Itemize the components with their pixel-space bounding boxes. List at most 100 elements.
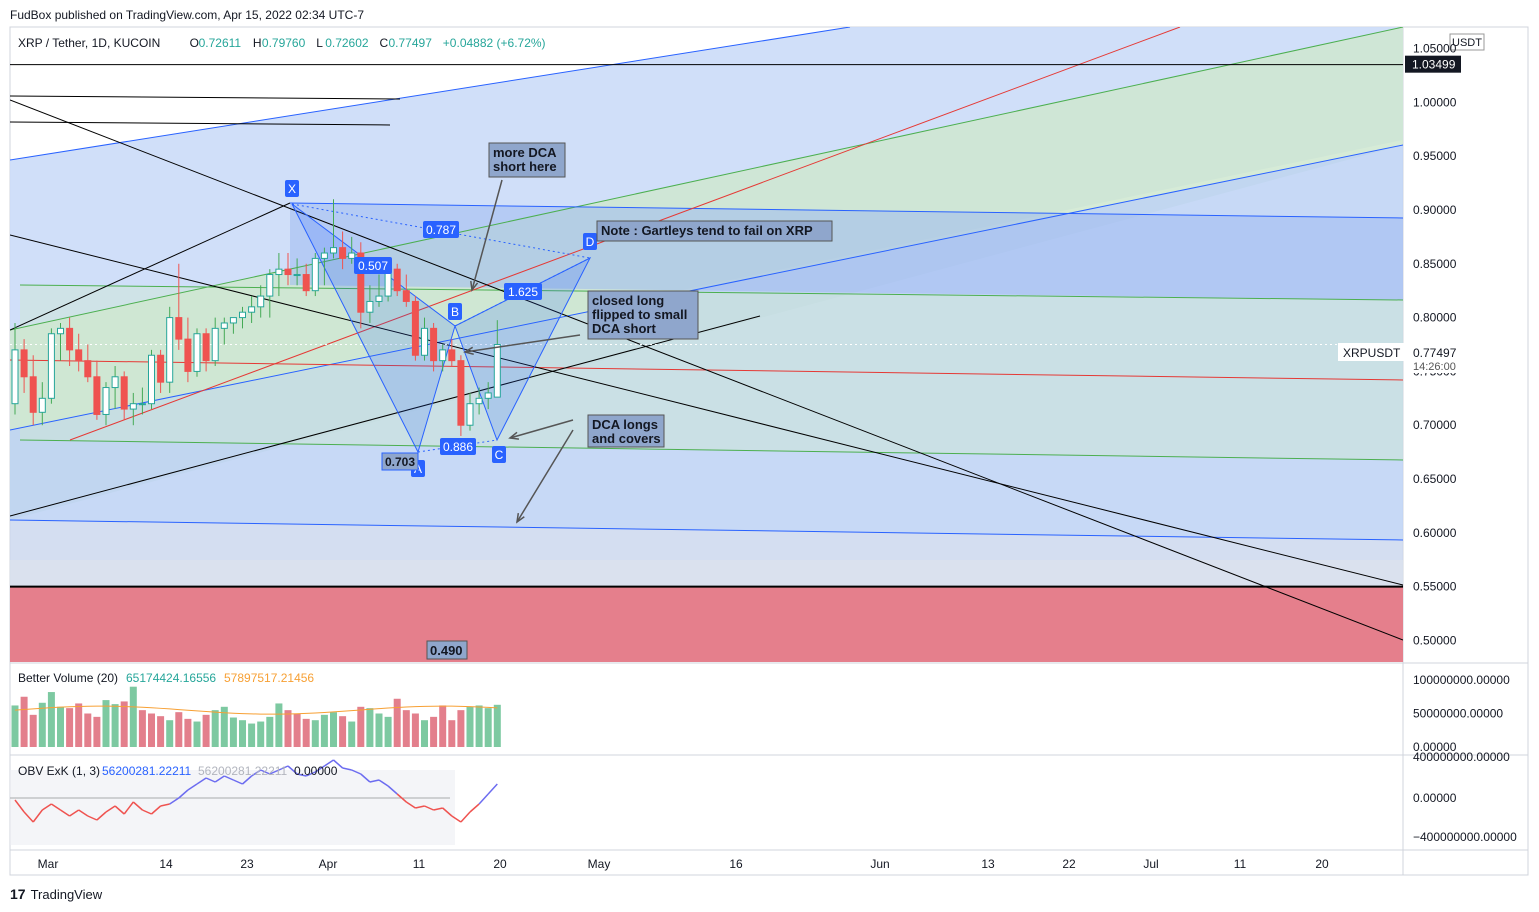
time-tick: Mar (38, 857, 59, 871)
obv-segment (451, 815, 462, 823)
candle-body (348, 252, 356, 259)
time-tick: 20 (493, 857, 507, 871)
trend-line (10, 202, 291, 331)
candle-body (66, 327, 74, 351)
obv-segment (387, 785, 398, 795)
note-gartley-line: Note : Gartleys tend to fail on XRP (601, 223, 813, 238)
obv-segment (396, 793, 407, 803)
price-tick: 0.70000 (1413, 418, 1457, 432)
volume-bar (102, 700, 110, 747)
volume-bar (47, 692, 55, 747)
volume-bar (421, 720, 428, 747)
obv-tick: 400000000.00000 (1413, 750, 1510, 764)
candle-body (448, 349, 456, 362)
legend-ohlc-label: L (316, 36, 323, 50)
volume-bar (320, 714, 328, 747)
ratio-xb-bg (423, 221, 459, 238)
volume-value1: 65174424.16556 (126, 671, 216, 685)
volume-bar (330, 712, 337, 747)
ratio-a-price: 0.703 (385, 455, 415, 469)
obv-segment (87, 815, 98, 821)
candle-body (357, 252, 365, 313)
trend-line (10, 315, 761, 517)
time-tick: Jul (1143, 857, 1158, 871)
time-tick: 14 (159, 857, 173, 871)
volume-bar (20, 696, 28, 747)
note-closed-long-line: DCA short (592, 321, 656, 336)
note-gartley-box (596, 220, 833, 242)
candle-body (248, 306, 256, 313)
price-tick: 0.95000 (1413, 149, 1457, 163)
candle-body (330, 247, 337, 254)
candle-body (102, 387, 110, 415)
volume-bar (411, 713, 419, 747)
obv-segment (369, 779, 380, 783)
obv-segment (178, 789, 189, 799)
obv-value2: 56200281.22211 (198, 764, 288, 778)
time-tick: 22 (1062, 857, 1076, 871)
candle-body (320, 252, 328, 259)
point-d-bg (583, 233, 597, 250)
volume-tick: 100000000.00000 (1413, 673, 1510, 687)
point-d: D (586, 235, 595, 249)
brand-name[interactable]: TradingView (30, 886, 103, 902)
note-more-dca-line: short here (493, 159, 557, 174)
volume-bar (311, 720, 319, 747)
volume-bar (93, 716, 101, 747)
obv-segment (205, 777, 216, 783)
candle-body (257, 295, 265, 308)
volume-bar (293, 713, 301, 747)
candle-body (275, 268, 283, 276)
volume-bar (439, 705, 447, 747)
obv-tick: −400000000.00000 (1413, 830, 1517, 844)
candle-body (466, 403, 474, 426)
candle-body (411, 300, 419, 356)
trend-line (19, 439, 1403, 461)
zone-green-box (20, 285, 1403, 460)
ratio-bd-bg (504, 283, 542, 300)
point-b: B (451, 305, 459, 319)
candle-body (166, 317, 174, 383)
candle-body (175, 317, 183, 340)
volume-bar (366, 708, 374, 747)
last-price-bg (1405, 343, 1463, 373)
volume-bar (157, 716, 165, 747)
legend-ohlc-value: 0.72611 (199, 36, 242, 50)
trend-line (10, 144, 1403, 431)
obv-segment (105, 805, 116, 813)
obv-segment (69, 809, 80, 817)
countdown: 14:26:00 (1413, 361, 1456, 373)
obv-segment (424, 805, 434, 811)
volume-bar (148, 713, 155, 747)
volume-bar (339, 716, 347, 747)
candle-body (57, 327, 64, 335)
volume-bar (120, 701, 128, 747)
volume-ma-line (14, 705, 498, 715)
candle-body (84, 360, 92, 378)
candle-body (457, 360, 465, 426)
ratio-ac-bg (440, 438, 476, 455)
candle-body (211, 327, 219, 362)
obv-segment (478, 793, 489, 805)
volume-bar (402, 710, 410, 747)
trend-line (10, 121, 391, 126)
obv-segment (78, 809, 89, 817)
candle-body (366, 300, 374, 313)
arrow-dca-longs-1-head (508, 431, 520, 440)
candle-body (120, 376, 128, 410)
price-tick: 0.55000 (1413, 580, 1457, 594)
volume-bar (175, 712, 183, 747)
candle-body (129, 403, 137, 410)
ratio-a-price-bg (381, 452, 419, 471)
trend-line (19, 284, 1403, 301)
note-more-dca-line: more DCA (493, 145, 557, 160)
currency-label: USDT (1452, 37, 1482, 49)
candle-body (202, 333, 210, 362)
volume-bar (493, 704, 501, 747)
candle-body (184, 338, 192, 372)
arrow-more-dca (471, 179, 503, 291)
obv-segment (405, 801, 416, 809)
ratio-ab-bg (354, 257, 392, 274)
volume-bar (57, 706, 64, 747)
